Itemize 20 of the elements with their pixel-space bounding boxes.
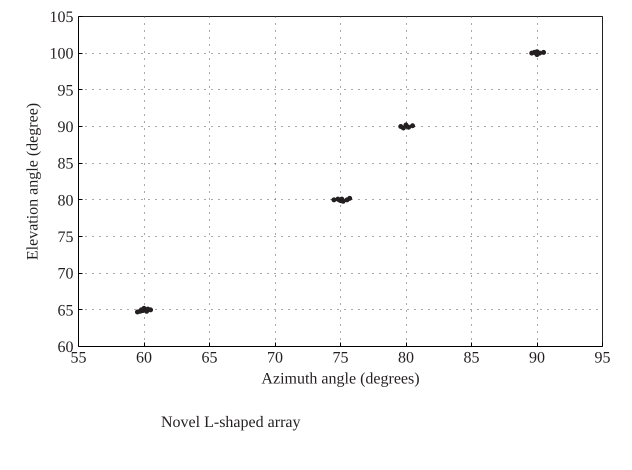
y-tick-label: 75: [58, 229, 74, 246]
x-axis-title: Azimuth angle (degrees): [261, 370, 420, 388]
y-tick-label: 80: [58, 192, 74, 210]
x-tick-label: 95: [594, 350, 610, 366]
x-tick-label: 60: [136, 350, 152, 366]
y-tick-label: 70: [58, 266, 74, 283]
x-tick-label: 75: [332, 350, 348, 366]
x-tick-label: 70: [267, 350, 283, 366]
y-tick-label: 100: [50, 46, 74, 63]
x-tick-label: 90: [529, 350, 545, 366]
y-axis-title: Elevation angle (degree): [24, 102, 42, 260]
y-tick-label: 95: [58, 82, 74, 100]
y-tick-label: 90: [58, 119, 74, 136]
x-tick-label: 85: [464, 350, 480, 366]
y-tick-label: 85: [58, 156, 74, 173]
y-tick-label: 65: [58, 302, 74, 320]
text: Novel L-shaped array: [161, 414, 300, 432]
y-tick-label: 105: [50, 9, 74, 26]
x-tick-label: 65: [202, 350, 218, 366]
x-tick-label: 80: [398, 350, 414, 366]
